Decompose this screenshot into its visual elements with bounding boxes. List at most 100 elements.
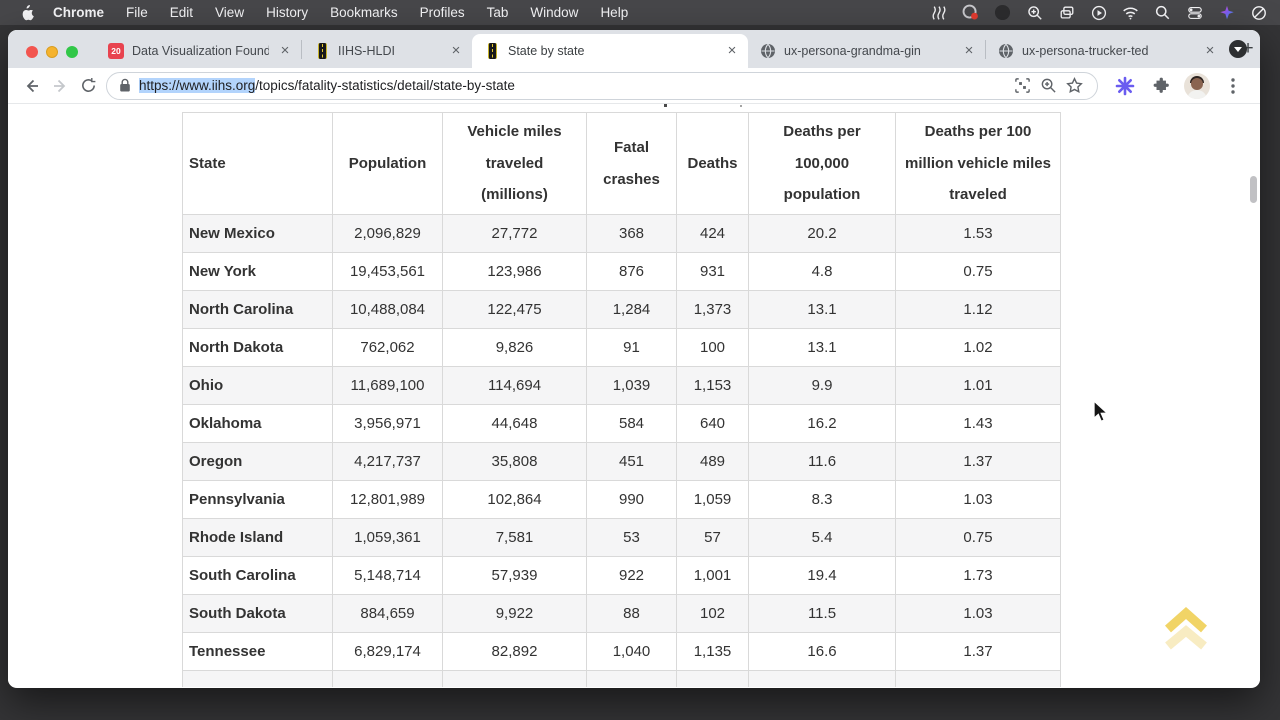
control-center-icon[interactable]	[1185, 3, 1204, 22]
value-cell: 10,488,084	[332, 290, 443, 329]
table-row-partial	[182, 670, 1061, 687]
zoom-window-button[interactable]	[66, 46, 78, 58]
value-cell	[676, 670, 749, 687]
column-header: State	[182, 112, 333, 215]
kebab-menu-icon[interactable]	[1220, 73, 1246, 99]
bookmark-star-icon[interactable]	[1061, 73, 1087, 99]
tab-label: ux-persona-grandma-gin	[784, 44, 921, 58]
value-cell: 2,096,829	[332, 214, 443, 253]
road-icon	[484, 43, 500, 59]
value-cell: 368	[586, 214, 677, 253]
column-header: Vehicle miles traveled (millions)	[442, 112, 587, 215]
vertical-scrollbar-thumb[interactable]	[1250, 176, 1257, 203]
calendar-20-icon: 20	[108, 43, 124, 59]
state-cell: South Dakota	[182, 594, 333, 633]
value-cell: 1.12	[895, 290, 1061, 329]
forward-button[interactable]	[46, 72, 74, 100]
tab-close-icon[interactable]: ×	[451, 42, 461, 59]
value-cell: 91	[586, 328, 677, 367]
screenshot-scan-icon[interactable]	[1009, 73, 1035, 99]
tab-ux-persona-grandma-gin[interactable]: ux-persona-grandma-gin ×	[748, 34, 985, 68]
value-cell: 990	[586, 480, 677, 519]
table-row: South Dakota 884,659 9,922 88 102 11.5 1.03	[182, 594, 1061, 633]
menu-item-file[interactable]: File	[126, 5, 148, 20]
column-header: Deaths	[676, 112, 749, 215]
menu-item-history[interactable]: History	[266, 5, 309, 20]
value-cell: 489	[676, 442, 749, 481]
state-cell: North Carolina	[182, 290, 333, 329]
play-circle-icon[interactable]	[1089, 3, 1108, 22]
value-cell: 1.43	[895, 404, 1061, 443]
value-cell: 1,059	[676, 480, 749, 519]
tab-search-button[interactable]	[1229, 40, 1247, 58]
tab-close-icon[interactable]: ×	[1205, 42, 1215, 59]
page-content: State Population Vehicle miles traveled (m…	[8, 104, 1260, 687]
value-cell: 0.75	[895, 518, 1061, 557]
asterisk-extension-icon[interactable]	[1112, 73, 1138, 99]
minimize-window-button[interactable]	[46, 46, 58, 58]
value-cell: 1,039	[586, 366, 677, 405]
value-cell: 11.5	[748, 594, 896, 633]
tab-close-icon[interactable]: ×	[280, 42, 290, 59]
value-cell: 424	[676, 214, 749, 253]
wifi-icon[interactable]	[1121, 3, 1140, 22]
menu-item-window[interactable]: Window	[530, 5, 579, 20]
value-cell: 13.1	[748, 290, 896, 329]
back-button[interactable]	[18, 72, 46, 100]
value-cell: 20.2	[748, 214, 896, 253]
tab-state-by-state[interactable]: State by state ×	[472, 34, 748, 68]
color-sparkle-icon[interactable]	[1217, 3, 1236, 22]
browser-window: 20 Data Visualization Founda × IIHS-HLDI × St…	[8, 30, 1260, 688]
menu-item-bookmarks[interactable]: Bookmarks	[330, 5, 398, 20]
value-cell: 5.4	[748, 518, 896, 557]
new-tab-button[interactable]: +	[1242, 38, 1254, 59]
menu-item-chrome[interactable]: Chrome	[53, 5, 105, 20]
value-cell: 102,864	[442, 480, 587, 519]
menu-item-help[interactable]: Help	[600, 5, 629, 20]
tab-close-icon[interactable]: ×	[964, 42, 974, 59]
value-cell: 19,453,561	[332, 252, 443, 291]
globe-icon	[998, 43, 1014, 59]
road-icon	[314, 43, 330, 59]
value-cell: 1.37	[895, 632, 1061, 671]
scroll-to-top-button[interactable]	[1156, 598, 1216, 654]
profile-avatar[interactable]	[1184, 72, 1210, 99]
zoom-magnifier-icon[interactable]	[1025, 3, 1044, 22]
url-path-text: /topics/fatality-statistics/detail/state…	[255, 78, 515, 93]
tab-close-icon[interactable]: ×	[727, 42, 737, 59]
dimmed-app-icon[interactable]	[993, 3, 1012, 22]
address-bar[interactable]: https://www.iihs.org/topics/fatality-sta…	[106, 71, 1098, 100]
value-cell: 931	[676, 252, 749, 291]
value-cell: 53	[586, 518, 677, 557]
do-not-disturb-icon[interactable]	[1249, 3, 1268, 22]
menu-item-tab[interactable]: Tab	[486, 5, 509, 20]
value-cell: 4.8	[748, 252, 896, 291]
table-body: New Mexico 2,096,829 27,772 368 424 20.2 1.53 N…	[182, 214, 1061, 687]
reload-button[interactable]	[74, 72, 102, 100]
spotlight-search-icon[interactable]	[1153, 3, 1172, 22]
value-cell: 1,059,361	[332, 518, 443, 557]
globe-icon	[760, 43, 776, 59]
value-cell: 884,659	[332, 594, 443, 633]
menu-item-edit[interactable]: Edit	[169, 5, 194, 20]
waves-icon[interactable]	[929, 3, 948, 22]
close-window-button[interactable]	[26, 46, 38, 58]
value-cell: 11.6	[748, 442, 896, 481]
value-cell: 19.4	[748, 556, 896, 595]
value-cell: 11,689,100	[332, 366, 443, 405]
zoom-in-page-icon[interactable]	[1035, 73, 1061, 99]
apple-menu-icon[interactable]	[12, 4, 42, 21]
extensions-puzzle-icon[interactable]	[1148, 73, 1174, 99]
state-cell: Oregon	[182, 442, 333, 481]
menu-item-profiles[interactable]: Profiles	[419, 5, 465, 20]
state-cell: North Dakota	[182, 328, 333, 367]
value-cell: 16.6	[748, 632, 896, 671]
screen-record-icon[interactable]	[961, 3, 980, 22]
menu-item-view[interactable]: View	[215, 5, 245, 20]
value-cell: 102	[676, 594, 749, 633]
tab-data-visualization-founda[interactable]: 20 Data Visualization Founda ×	[96, 34, 301, 68]
tab-iihs-hldi[interactable]: IIHS-HLDI ×	[302, 34, 472, 68]
tab-ux-persona-trucker-ted[interactable]: ux-persona-trucker-ted ×	[986, 34, 1226, 68]
table-row: Ohio 11,689,100 114,694 1,039 1,153 9.9 1.01	[182, 366, 1061, 405]
window-stack-icon[interactable]	[1057, 3, 1076, 22]
